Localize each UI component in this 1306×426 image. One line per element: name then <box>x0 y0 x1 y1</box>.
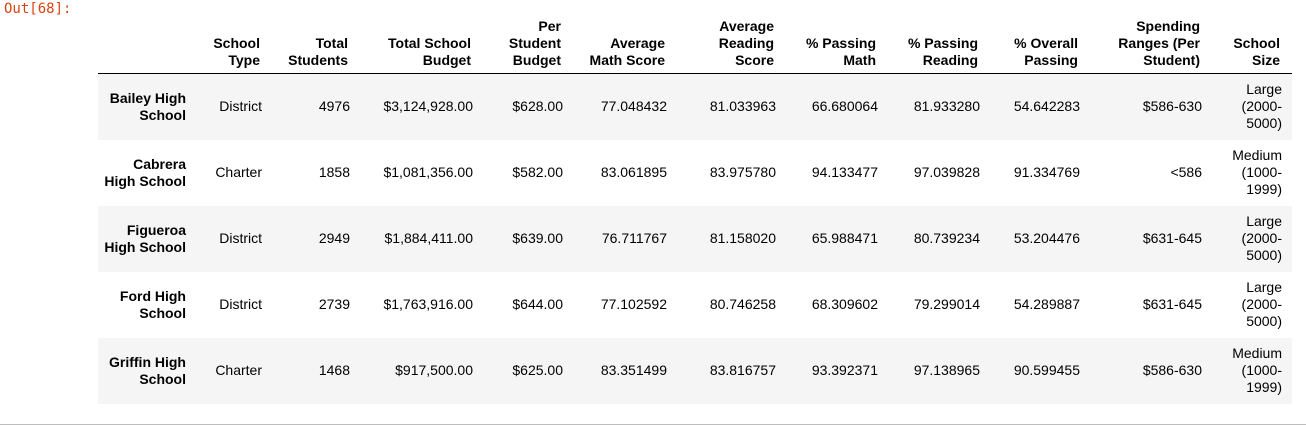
table-cell: 2739 <box>318 296 350 312</box>
table-cell: $582.00 <box>512 164 563 180</box>
table-cell: 4976 <box>318 98 350 115</box>
table-cell: 68.309602 <box>811 296 878 312</box>
row-index-label: Bailey High School <box>109 89 186 123</box>
table-cell: 91.334769 <box>1013 164 1080 180</box>
output-prompt: Out[68]: <box>4 1 72 17</box>
table-row: Bailey High School District 4976 $3,124,… <box>98 73 1292 140</box>
column-header: % Passing Reading <box>888 18 990 74</box>
table-cell: $3,124,928.00 <box>383 98 473 115</box>
table-body: Bailey High School District 4976 $3,124,… <box>98 73 1292 404</box>
header-row: School Type Total Students Total School … <box>98 18 1292 74</box>
table-cell: 77.048432 <box>600 98 667 115</box>
column-header: Average Math Score <box>573 18 677 74</box>
table-row: Cabrera High School Charter 1858 $1,081,… <box>98 139 1292 206</box>
column-header: Spending Ranges (Per Student) <box>1090 18 1212 74</box>
table-cell: 77.102592 <box>600 296 667 312</box>
table-cell: 53.204476 <box>1013 230 1080 246</box>
table-cell: 81.158020 <box>709 230 776 246</box>
column-header: Average Reading Score <box>677 18 786 74</box>
table-cell: Large (2000-5000) <box>1241 279 1282 329</box>
table-row: Ford High School District 2739 $1,763,91… <box>98 271 1292 338</box>
table-cell: 83.351499 <box>600 362 667 378</box>
row-index-label: Figueroa High School <box>104 221 186 255</box>
table-row: Griffin High School Charter 1468 $917,50… <box>98 337 1292 404</box>
table-cell: 81.933280 <box>913 98 980 115</box>
table-cell: 90.599455 <box>1013 362 1080 378</box>
table-cell: 1858 <box>318 164 350 180</box>
table-cell: Large (2000-5000) <box>1241 213 1282 263</box>
table-cell: 93.392371 <box>811 362 878 378</box>
table-cell: District <box>219 98 262 115</box>
table-header: School Type Total Students Total School … <box>98 18 1292 74</box>
column-header: Per Student Budget <box>483 18 573 74</box>
table-cell: 54.289887 <box>1013 296 1080 312</box>
table-cell: $625.00 <box>512 362 563 378</box>
table-cell: Medium (1000-1999) <box>1232 147 1282 197</box>
table-cell: $586-630 <box>1142 98 1202 115</box>
table-cell: $1,884,411.00 <box>384 230 474 246</box>
table-cell: $631-645 <box>1142 296 1202 312</box>
table-row: Figueroa High School District 2949 $1,88… <box>98 205 1292 272</box>
column-header: % Overall Passing <box>990 18 1090 74</box>
column-header: Total Students <box>272 18 360 74</box>
table-cell: 83.975780 <box>709 164 776 180</box>
table-cell: $1,763,916.00 <box>383 296 473 312</box>
table-cell: 66.680064 <box>811 98 878 115</box>
table-cell: 83.816757 <box>709 362 776 378</box>
column-header: % Passing Math <box>786 18 888 74</box>
table-cell: Charter <box>215 362 262 378</box>
table-cell: 81.033963 <box>709 98 776 115</box>
table-cell: 94.133477 <box>811 164 878 180</box>
school-summary-table: School Type Total Students Total School … <box>98 18 1292 404</box>
table-cell: District <box>219 296 262 312</box>
index-header <box>98 18 196 74</box>
table-cell: Medium (1000-1999) <box>1232 345 1282 395</box>
table-cell: $586-630 <box>1142 362 1202 378</box>
cell-divider <box>0 424 1306 425</box>
table-cell: 1468 <box>318 362 350 378</box>
row-index-label: Ford High School <box>119 287 186 321</box>
table-cell: 54.642283 <box>1013 98 1080 115</box>
table-cell: 2949 <box>318 230 350 246</box>
table-cell: 83.061895 <box>600 164 667 180</box>
table-cell: 79.299014 <box>913 296 980 312</box>
column-header: School Size <box>1212 18 1292 74</box>
column-header: Total School Budget <box>360 18 483 74</box>
table-cell: Large (2000-5000) <box>1241 81 1282 132</box>
table-cell: 80.739234 <box>913 230 980 246</box>
table-cell: 80.746258 <box>709 296 776 312</box>
table-cell: Charter <box>215 164 262 180</box>
table-cell: $917,500.00 <box>395 362 473 378</box>
row-index-label: Griffin High School <box>109 353 186 387</box>
row-index-label: Cabrera High School <box>104 155 186 189</box>
table-cell: $631-645 <box>1142 230 1202 246</box>
table-cell: 76.711767 <box>601 230 667 246</box>
table-cell: $644.00 <box>512 296 563 312</box>
table-cell: 97.138965 <box>913 362 980 378</box>
table-cell: District <box>219 230 262 246</box>
table-cell: $628.00 <box>512 98 563 115</box>
column-header: School Type <box>196 18 272 74</box>
table-cell: 65.988471 <box>811 230 878 246</box>
table-cell: $1,081,356.00 <box>383 164 473 180</box>
dataframe-output: School Type Total Students Total School … <box>98 18 1292 404</box>
table-cell: 97.039828 <box>913 164 980 180</box>
table-cell: $639.00 <box>512 230 563 246</box>
table-cell: <586 <box>1170 164 1202 180</box>
